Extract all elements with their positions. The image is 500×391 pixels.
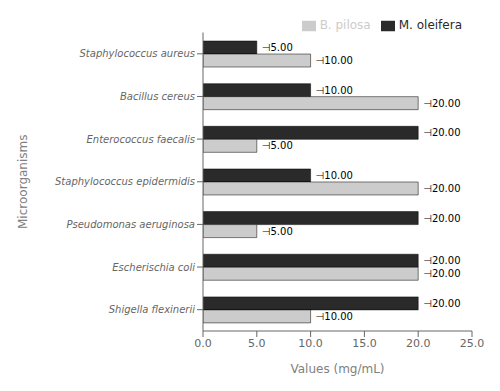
svg-text:15.0: 15.0	[352, 337, 377, 350]
svg-text:⊣5.00: ⊣5.00	[262, 42, 293, 53]
svg-text:Pseudomonas aeruginosa: Pseudomonas aeruginosa	[66, 219, 195, 230]
html-text:B. pilosa: B. pilosa	[319, 18, 371, 32]
svg-text:10.0: 10.0	[298, 337, 323, 350]
svg-text:⊣20.00: ⊣20.00	[423, 268, 460, 279]
svg-text:20.0: 20.0	[406, 337, 431, 350]
svg-text:Staphylococcus aureus: Staphylococcus aureus	[79, 48, 195, 59]
svg-text:Bacillus cereus: Bacillus cereus	[120, 91, 195, 102]
svg-text:⊣10.00: ⊣10.00	[316, 311, 353, 322]
svg-text:0.0: 0.0	[194, 337, 212, 350]
svg-text:⊣10.00: ⊣10.00	[316, 170, 353, 181]
svg-text:⊣20.00: ⊣20.00	[423, 98, 460, 109]
svg-text:⊣20.00: ⊣20.00	[423, 213, 460, 224]
svg-text:⊣20.00: ⊣20.00	[423, 127, 460, 138]
svg-text:⊣20.00: ⊣20.00	[423, 255, 460, 266]
svg-text:⊣5.00: ⊣5.00	[262, 226, 293, 237]
svg-text:⊣10.00: ⊣10.00	[316, 85, 353, 96]
svg-text:Values (mg/mL): Values (mg/mL)	[290, 362, 384, 376]
svg-text:⊣5.00: ⊣5.00	[262, 140, 293, 151]
svg-text:Shigella flexinerii: Shigella flexinerii	[109, 304, 196, 315]
html-text:M. oleifera: M. oleifera	[398, 18, 462, 32]
svg-text:Microorganisms: Microorganisms	[16, 135, 30, 229]
svg-text:5.0: 5.0	[248, 337, 266, 350]
svg-text:⊣20.00: ⊣20.00	[423, 298, 460, 309]
svg-text:25.0: 25.0	[460, 337, 485, 350]
svg-text:⊣10.00: ⊣10.00	[316, 55, 353, 66]
svg-text:Enterococcus faecalis: Enterococcus faecalis	[87, 134, 196, 145]
svg-text:⊣20.00: ⊣20.00	[423, 183, 460, 194]
svg-text:Staphylococcus epidermidis: Staphylococcus epidermidis	[55, 176, 195, 187]
svg-text:Escherischia coli: Escherischia coli	[112, 262, 195, 273]
